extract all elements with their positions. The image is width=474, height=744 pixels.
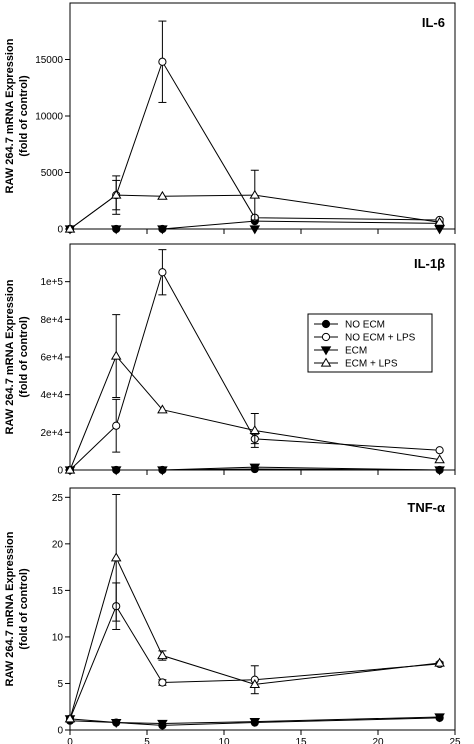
plot-frame xyxy=(69,487,456,731)
y-axis-label: (fold of control) xyxy=(18,316,30,398)
panel-title: IL-1β xyxy=(414,256,445,271)
y-tick-label: 15000 xyxy=(35,55,63,66)
data-point xyxy=(434,657,445,667)
x-tick-label: 10 xyxy=(218,737,230,744)
data-point xyxy=(157,190,168,200)
data-point xyxy=(110,225,122,235)
panel-title: TNF-α xyxy=(407,500,445,515)
series-ecm-lps xyxy=(64,169,445,233)
series-line xyxy=(69,605,440,720)
data-point xyxy=(158,57,167,66)
data-point xyxy=(157,225,168,235)
y-tick-label: 20 xyxy=(52,539,64,550)
series-no-ecm-lps xyxy=(65,582,444,723)
y-tick-label: 4e+4 xyxy=(40,390,63,401)
y-axis-label: RAW 264.7 mRNA Expression xyxy=(4,531,16,686)
y-tick-label: 15 xyxy=(52,586,64,597)
panel-2: 0 2e+4 4e+4 6e+4 8e+4 1e+5 RAW 264.7 mRNA Expr… xyxy=(4,243,456,477)
series-ecm xyxy=(64,225,445,235)
data-point xyxy=(249,425,261,435)
y-tick-label: 25 xyxy=(52,493,64,504)
y-tick-label: 2e+4 xyxy=(40,428,63,439)
data-point xyxy=(64,464,76,474)
y-axis-label: RAW 264.7 mRNA Expression xyxy=(4,38,16,193)
y-tick-label: 0 xyxy=(57,466,63,477)
legend: NO ECM NO ECM + LPS ECM ECM + LPS xyxy=(307,313,433,373)
y-axis-label: RAW 264.7 mRNA Expression xyxy=(4,279,16,434)
data-point xyxy=(249,225,261,235)
legend-label: ECM + LPS xyxy=(345,359,398,370)
data-point xyxy=(110,466,122,476)
data-point xyxy=(112,421,121,430)
y-tick-label: 5 xyxy=(57,679,63,690)
x-tick-label: 25 xyxy=(449,737,461,744)
series-ecm-lps xyxy=(64,494,445,723)
data-point xyxy=(249,718,261,728)
y-tick-label: 10000 xyxy=(35,112,63,123)
data-point xyxy=(110,350,122,360)
series-ecm-lps xyxy=(64,314,445,474)
data-point xyxy=(157,466,168,476)
legend-label: NO ECM + LPS xyxy=(345,333,416,344)
series-ecm xyxy=(64,713,445,729)
panel-1: 0 5000 10000 15000 RAW 264.7 mRNA Expression… xyxy=(4,2,456,236)
data-point xyxy=(110,552,122,562)
legend-marker xyxy=(320,357,332,367)
data-point xyxy=(158,678,167,687)
x-tick-label: 20 xyxy=(372,737,384,744)
y-tick-label: 5000 xyxy=(41,168,64,179)
data-point xyxy=(434,225,445,235)
data-point xyxy=(434,466,445,476)
legend-marker xyxy=(321,332,331,342)
data-point xyxy=(434,216,445,226)
y-tick-label: 6e+4 xyxy=(40,353,63,364)
y-axis-label: (fold of control) xyxy=(18,568,30,650)
data-point xyxy=(249,463,261,473)
data-point xyxy=(435,446,444,455)
data-point xyxy=(434,713,445,723)
y-tick-label: 0 xyxy=(57,225,63,236)
data-point xyxy=(157,404,168,414)
legend-marker xyxy=(320,346,332,356)
data-point xyxy=(64,713,76,723)
panel-3: 0 5 10 15 20 25 0 5 10 15 20 25 RAW 264.7 mRNA Expre… xyxy=(4,487,461,744)
data-point xyxy=(249,189,261,199)
legend-label: ECM xyxy=(345,346,367,357)
data-point xyxy=(64,223,76,233)
data-point xyxy=(110,189,122,199)
x-tick-label: 5 xyxy=(144,737,150,744)
data-point xyxy=(157,650,168,660)
data-point xyxy=(110,718,122,728)
panel-title: IL-6 xyxy=(422,15,445,30)
x-tick-label: 15 xyxy=(295,737,307,744)
legend-marker xyxy=(321,319,331,329)
legend-label: NO ECM xyxy=(345,320,385,331)
data-point xyxy=(157,719,168,729)
y-tick-label: 0 xyxy=(57,726,63,737)
y-tick-label: 8e+4 xyxy=(40,315,63,326)
series-ecm xyxy=(64,463,445,476)
data-point xyxy=(158,268,167,277)
x-tick-label: 0 xyxy=(67,737,73,744)
y-tick-label: 1e+5 xyxy=(40,277,63,288)
y-axis-label: (fold of control) xyxy=(18,75,30,157)
series-line xyxy=(69,556,440,719)
data-point xyxy=(434,454,445,464)
data-point xyxy=(249,679,261,688)
y-tick-label: 10 xyxy=(52,632,64,643)
